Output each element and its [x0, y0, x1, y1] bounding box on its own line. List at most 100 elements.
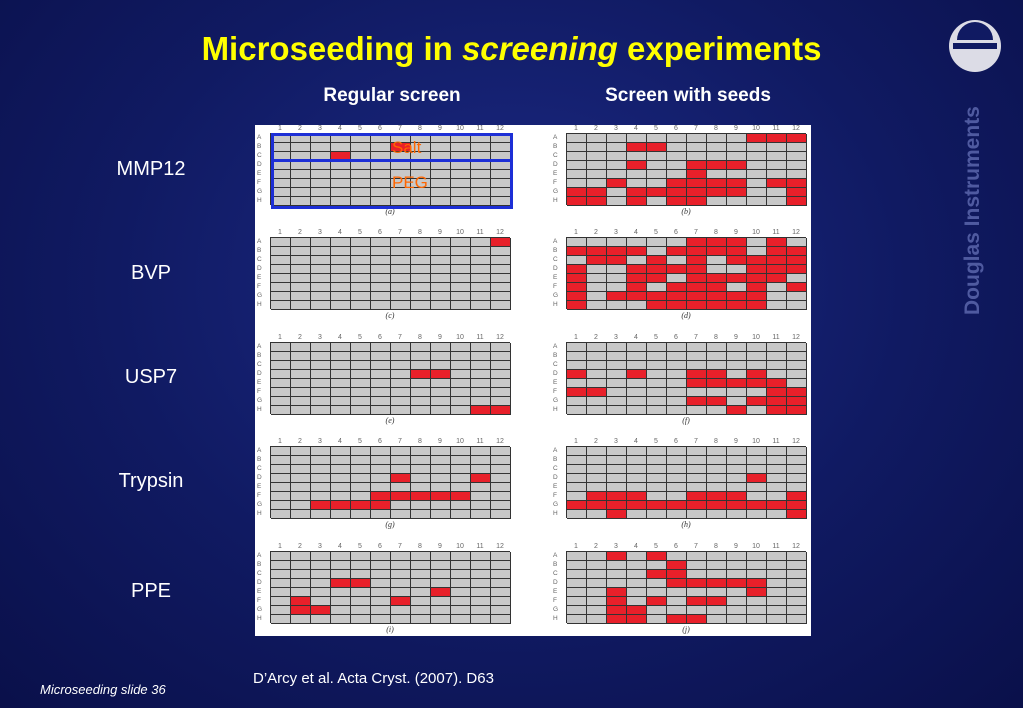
- well: [351, 370, 371, 379]
- plate-row-label: E: [553, 170, 558, 177]
- well: [391, 265, 411, 274]
- well: [351, 161, 371, 170]
- well: [491, 510, 511, 519]
- plate-column-label: 5: [654, 543, 658, 550]
- well-hit: [787, 501, 807, 510]
- well-hit: [667, 179, 687, 188]
- well-hit: [767, 274, 787, 283]
- well: [587, 552, 607, 561]
- well-hit: [567, 197, 587, 206]
- well: [451, 301, 471, 310]
- well: [371, 588, 391, 597]
- well: [787, 352, 807, 361]
- well-hit: [627, 274, 647, 283]
- well-hit: [627, 283, 647, 292]
- well: [747, 143, 767, 152]
- well-hit: [667, 188, 687, 197]
- plate-column-label: 2: [298, 334, 302, 341]
- well: [647, 352, 667, 361]
- well: [607, 465, 627, 474]
- plate-row-label: G: [257, 397, 263, 404]
- well: [411, 579, 431, 588]
- well: [567, 352, 587, 361]
- well: [351, 301, 371, 310]
- plate-row-label: H: [257, 197, 262, 204]
- well-hit: [607, 552, 627, 561]
- well: [271, 510, 291, 519]
- well-hit: [627, 265, 647, 274]
- plate-row-label: A: [257, 238, 262, 245]
- well-hit: [787, 179, 807, 188]
- well-hit: [667, 570, 687, 579]
- well-hit: [491, 406, 511, 415]
- plate-row-label: E: [553, 379, 558, 386]
- well: [371, 256, 391, 265]
- well: [331, 597, 351, 606]
- well-hit: [587, 388, 607, 397]
- well: [391, 188, 411, 197]
- well: [271, 370, 291, 379]
- well: [391, 301, 411, 310]
- well: [667, 343, 687, 352]
- plate-column-label: 3: [614, 125, 618, 132]
- well: [271, 465, 291, 474]
- plate-row-label: D: [553, 370, 558, 377]
- well: [451, 579, 471, 588]
- well: [747, 552, 767, 561]
- well-hit: [727, 188, 747, 197]
- well: [311, 447, 331, 456]
- well: [391, 134, 411, 143]
- well: [667, 588, 687, 597]
- plate-row-label: E: [257, 170, 262, 177]
- well: [311, 388, 331, 397]
- well-hit: [747, 474, 767, 483]
- well: [431, 397, 451, 406]
- well: [391, 397, 411, 406]
- well: [451, 170, 471, 179]
- well-hit: [567, 370, 587, 379]
- well: [607, 343, 627, 352]
- well: [471, 361, 491, 370]
- plate-row-label: G: [553, 188, 559, 195]
- well: [271, 134, 291, 143]
- well: [411, 143, 431, 152]
- well: [471, 388, 491, 397]
- well: [311, 615, 331, 624]
- well: [291, 370, 311, 379]
- salt-label: Salt: [392, 138, 422, 157]
- well: [471, 283, 491, 292]
- well: [727, 552, 747, 561]
- well: [707, 134, 727, 143]
- well: [587, 343, 607, 352]
- well: [587, 397, 607, 406]
- well: [371, 483, 391, 492]
- well: [787, 161, 807, 170]
- well: [451, 501, 471, 510]
- well: [331, 247, 351, 256]
- well-hit: [727, 238, 747, 247]
- plate-row-label: B: [553, 247, 558, 254]
- well: [747, 238, 767, 247]
- well: [707, 561, 727, 570]
- plate-column-label: 9: [734, 334, 738, 341]
- well: [607, 265, 627, 274]
- well-hit: [431, 370, 451, 379]
- citation: D’Arcy et al. Acta Cryst. (2007). D63: [253, 670, 494, 687]
- well: [607, 379, 627, 388]
- well: [391, 292, 411, 301]
- well-hit: [391, 474, 411, 483]
- well-hit: [687, 597, 707, 606]
- well: [587, 152, 607, 161]
- well-hit: [311, 606, 331, 615]
- well-hit: [607, 292, 627, 301]
- plate-column-label: 4: [634, 438, 638, 445]
- well: [787, 483, 807, 492]
- well: [311, 579, 331, 588]
- well-hit: [767, 397, 787, 406]
- well: [471, 265, 491, 274]
- well-hit: [471, 406, 491, 415]
- well: [767, 465, 787, 474]
- plate-column-label: 12: [792, 125, 800, 132]
- well: [391, 370, 411, 379]
- well: [271, 292, 291, 301]
